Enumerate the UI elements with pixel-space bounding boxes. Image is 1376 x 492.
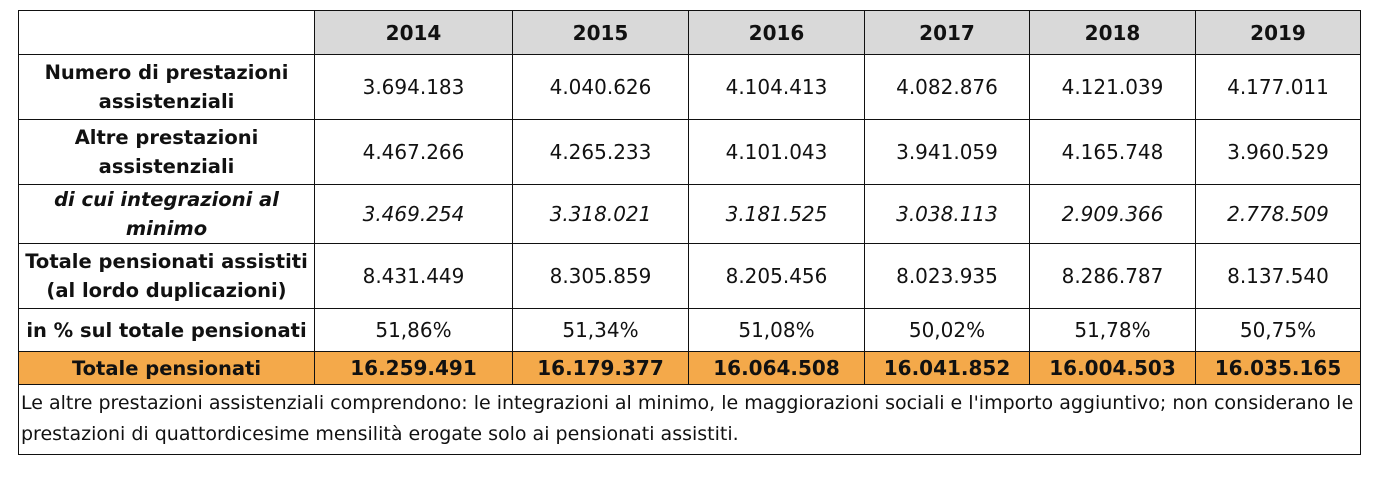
table-cell: 16.035.165: [1195, 351, 1361, 385]
table-container: 2014 2015 2016 2017 2018 2019 Numero di …: [18, 10, 1361, 455]
table-cell: 4.104.413: [688, 54, 865, 120]
table-cell: 16.259.491: [314, 351, 513, 385]
table-cell: 3.469.254: [314, 184, 513, 244]
row-label: Altre prestazioni assistenziali: [18, 119, 315, 185]
row-label: in % sul totale pensionati: [18, 308, 315, 352]
table-cell: 3.960.529: [1195, 119, 1361, 185]
table-row: Numero di prestazioni assistenziali 3.69…: [18, 54, 1361, 120]
table-cell: 8.286.787: [1029, 243, 1196, 309]
table-row: Totale pensionati assistiti (al lordo du…: [18, 243, 1361, 309]
table-cell: 3.038.113: [864, 184, 1030, 244]
table-cell: 50,02%: [864, 308, 1030, 352]
table-cell: 4.265.233: [512, 119, 689, 185]
table-cell: 16.064.508: [688, 351, 865, 385]
row-label: Numero di prestazioni assistenziali: [18, 54, 315, 120]
year-header: 2016: [688, 10, 865, 55]
table-cell: 51,86%: [314, 308, 513, 352]
table-row: di cui integrazioni al minimo 3.469.254 …: [18, 184, 1361, 244]
table-cell: 3.694.183: [314, 54, 513, 120]
table-row: in % sul totale pensionati 51,86% 51,34%…: [18, 308, 1361, 352]
table-cell: 2.778.509: [1195, 184, 1361, 244]
table-cell: 3.181.525: [688, 184, 865, 244]
total-row: Totale pensionati 16.259.491 16.179.377 …: [18, 351, 1361, 385]
table-cell: 51,34%: [512, 308, 689, 352]
table-cell: 3.941.059: [864, 119, 1030, 185]
year-header: 2014: [314, 10, 513, 55]
table-cell: 4.467.266: [314, 119, 513, 185]
table-cell: 16.004.503: [1029, 351, 1196, 385]
table-cell: 4.121.039: [1029, 54, 1196, 120]
corner-cell: [18, 10, 315, 55]
table-cell: 3.318.021: [512, 184, 689, 244]
table-cell: 8.023.935: [864, 243, 1030, 309]
table-cell: 16.041.852: [864, 351, 1030, 385]
table-cell: 8.205.456: [688, 243, 865, 309]
table-cell: 50,75%: [1195, 308, 1361, 352]
year-header: 2017: [864, 10, 1030, 55]
table-cell: 51,78%: [1029, 308, 1196, 352]
year-header: 2019: [1195, 10, 1361, 55]
table-note: Le altre prestazioni assistenziali compr…: [18, 384, 1361, 455]
table-cell: 8.431.449: [314, 243, 513, 309]
table-cell: 4.165.748: [1029, 119, 1196, 185]
row-label: Totale pensionati assistiti (al lordo du…: [18, 243, 315, 309]
table-cell: 4.040.626: [512, 54, 689, 120]
table-cell: 4.177.011: [1195, 54, 1361, 120]
pensions-table: 2014 2015 2016 2017 2018 2019 Numero di …: [18, 10, 1361, 455]
table-cell: 4.101.043: [688, 119, 865, 185]
table-cell: 51,08%: [688, 308, 865, 352]
year-header: 2015: [512, 10, 689, 55]
table-cell: 8.305.859: [512, 243, 689, 309]
header-row: 2014 2015 2016 2017 2018 2019: [18, 10, 1361, 55]
table-cell: 4.082.876: [864, 54, 1030, 120]
note-row: Le altre prestazioni assistenziali compr…: [18, 384, 1361, 455]
table-row: Altre prestazioni assistenziali 4.467.26…: [18, 119, 1361, 185]
table-cell: 2.909.366: [1029, 184, 1196, 244]
table-cell: 16.179.377: [512, 351, 689, 385]
row-label: Totale pensionati: [18, 351, 315, 385]
table-cell: 8.137.540: [1195, 243, 1361, 309]
row-label: di cui integrazioni al minimo: [18, 184, 315, 244]
year-header: 2018: [1029, 10, 1196, 55]
